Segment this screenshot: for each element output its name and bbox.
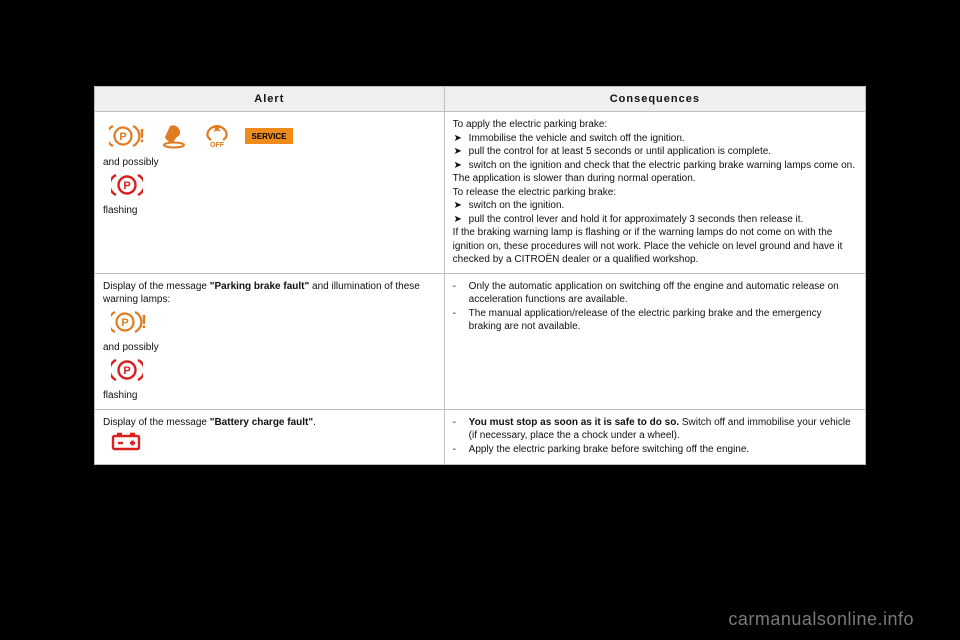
arrow-icon: ➤ <box>453 199 463 213</box>
row2-and-possibly: and possibly <box>103 341 436 355</box>
p-brake-red-icon: P <box>111 357 143 383</box>
row2-alert-cell: Display of the message "Parking brake fa… <box>95 273 445 409</box>
row1-and-possibly: and possibly <box>103 156 436 170</box>
dsc-off-amber-icon: OFF <box>203 122 231 150</box>
page: Alert Consequences <box>0 0 960 640</box>
p-brake-red-icon: P <box>111 172 143 198</box>
text-line: ➤switch on the ignition. <box>453 199 857 213</box>
text-line: The application is slower than during no… <box>453 172 857 186</box>
row2-second-icon: P <box>111 357 436 388</box>
header-consequences: Consequences <box>444 87 865 112</box>
arrow-icon: ➤ <box>453 145 463 159</box>
text-line: ➤Immobilise the vehicle and switch off t… <box>453 132 857 146</box>
svg-text:P: P <box>123 365 130 377</box>
svg-text:P: P <box>123 180 130 192</box>
row3-consequences: -You must stop as soon as it is safe to … <box>444 409 865 464</box>
svg-text:OFF: OFF <box>210 142 225 149</box>
svg-text:P: P <box>121 317 128 329</box>
arrow-icon: ➤ <box>453 213 463 227</box>
svg-text:!: ! <box>141 312 147 332</box>
row2-flashing: flashing <box>103 389 436 403</box>
row3-first-icon <box>111 431 436 456</box>
text-line: ➤switch on the ignition and check that t… <box>453 159 857 173</box>
foot-brake-amber-icon <box>163 123 189 149</box>
p-brake-amber-icon: P ! <box>109 123 149 149</box>
watermark: carmanualsonline.info <box>728 609 914 630</box>
p-brake-amber-icon: P ! <box>111 309 151 335</box>
row2-consequences: -Only the automatic application on switc… <box>444 273 865 409</box>
table-row: Display of the message "Parking brake fa… <box>95 273 866 409</box>
alerts-table: Alert Consequences <box>94 86 866 465</box>
row1-flashing: flashing <box>103 204 436 218</box>
text-line: To release the electric parking brake: <box>453 186 857 200</box>
row1-consequences: To apply the electric parking brake: ➤Im… <box>444 112 865 274</box>
arrow-icon: ➤ <box>453 132 463 146</box>
row2-intro: Display of the message "Parking brake fa… <box>103 280 436 307</box>
table-row: Display of the message "Battery charge f… <box>95 409 866 464</box>
arrow-icon: ➤ <box>453 159 463 173</box>
row3-intro: Display of the message "Battery charge f… <box>103 416 436 430</box>
svg-text:!: ! <box>139 126 145 146</box>
service-box-icon: SERVICE <box>245 128 293 144</box>
text-line: To apply the electric parking brake: <box>453 118 857 132</box>
text-line: If the braking warning lamp is flashing … <box>453 226 857 267</box>
row1-alert-cell: P ! <box>95 112 445 274</box>
text-line: -Only the automatic application on switc… <box>453 280 857 307</box>
svg-text:SERVICE: SERVICE <box>252 132 288 141</box>
svg-text:P: P <box>119 131 126 143</box>
row2-first-icon: P ! <box>111 309 436 340</box>
row1-second-icon: P <box>111 172 436 203</box>
row3-alert-cell: Display of the message "Battery charge f… <box>95 409 445 464</box>
row1-icons: P ! <box>109 122 436 150</box>
text-line: -Apply the electric parking brake before… <box>453 443 857 457</box>
table-row: P ! <box>95 112 866 274</box>
text-line: ➤pull the control lever and hold it for … <box>453 213 857 227</box>
table-head: Alert Consequences <box>95 87 866 112</box>
text-line: -You must stop as soon as it is safe to … <box>453 416 857 443</box>
text-line: -The manual application/release of the e… <box>453 307 857 334</box>
text-line: ➤pull the control for at least 5 seconds… <box>453 145 857 159</box>
header-alert: Alert <box>95 87 445 112</box>
battery-red-icon <box>111 431 141 451</box>
